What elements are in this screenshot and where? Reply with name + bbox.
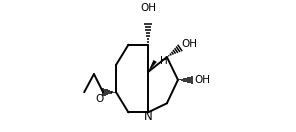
Text: N: N [144,110,152,123]
Text: OH: OH [182,39,198,49]
Polygon shape [148,60,157,72]
Text: OH: OH [140,3,156,13]
Text: H: H [160,56,168,66]
Text: O: O [95,94,103,104]
Text: OH: OH [194,75,210,85]
